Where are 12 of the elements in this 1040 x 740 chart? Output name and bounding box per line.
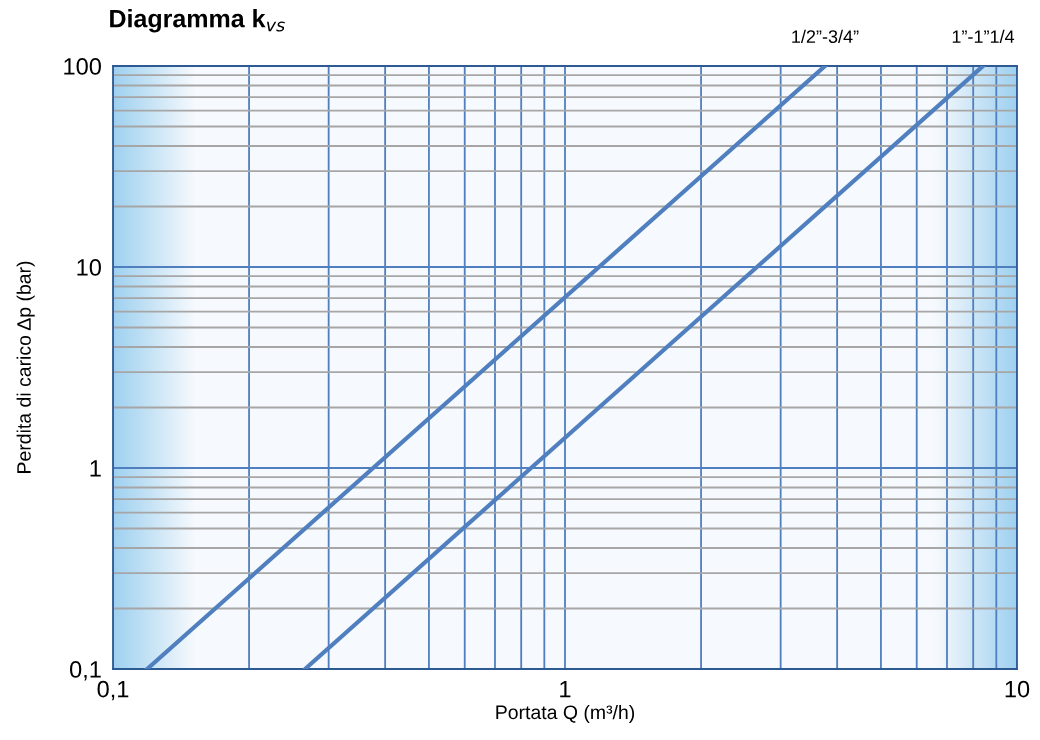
series-label: 1”-1”1/4	[952, 29, 1015, 43]
y-tick-label: 1	[90, 460, 101, 477]
y-tick-label: 0,1	[69, 661, 101, 681]
series-label: 1/2”-3/4”	[792, 29, 859, 43]
x-tick-label: 0,1	[97, 680, 129, 701]
x-axis-title: Portata Q (m³/h)	[496, 704, 635, 724]
chart-title: Diagramma k$_{vs}$	[110, 9, 285, 33]
y-axis-title: Perdita di carico Δp (bar)	[16, 261, 35, 473]
y-tick-label: 10	[77, 259, 101, 276]
x-tick-label: 10	[1005, 680, 1030, 698]
y-tick-label: 100	[64, 58, 101, 75]
x-tick-label: 1	[560, 680, 571, 698]
